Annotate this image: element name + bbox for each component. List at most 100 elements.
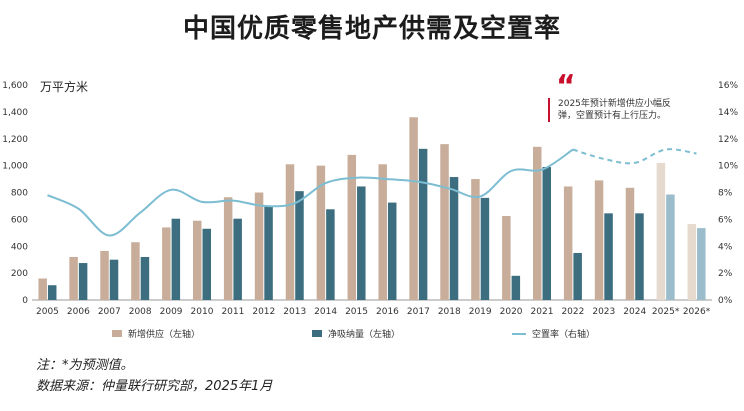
x-axis-tick-label: 2023 — [592, 307, 615, 317]
x-axis-tick-label: 2025* — [652, 307, 680, 317]
chart-title: 中国优质零售地产供需及空置率 — [182, 14, 561, 44]
left-axis-tick-label: 1,400 — [2, 108, 28, 118]
supply-bar — [594, 180, 604, 300]
legend-label-absorption: 净吸纳量（左轴） — [328, 330, 401, 340]
x-axis-tick-label: 2011 — [221, 307, 244, 317]
absorption-bar — [326, 209, 335, 300]
absorption-bar — [542, 166, 551, 300]
legend-swatch-absorption — [312, 330, 322, 337]
absorption-bar — [140, 257, 150, 300]
absorption-bar — [449, 177, 459, 300]
absorption-bar — [666, 194, 675, 300]
legend-item-absorption: 净吸纳量（左轴） — [312, 327, 400, 340]
x-axis-tick-label: 2024 — [623, 307, 646, 317]
x-axis-tick-label: 2020 — [500, 307, 523, 317]
left-axis-tick-label: 800 — [11, 189, 28, 199]
x-axis-tick-label: 2009 — [160, 307, 183, 317]
supply-bar — [625, 187, 635, 300]
right-axis-tick-label: 16% — [718, 81, 738, 91]
right-axis-tick-label: 12% — [718, 135, 738, 145]
x-axis-tick-label: 2014 — [314, 307, 337, 317]
supply-bar — [563, 186, 573, 300]
right-axis-tick-label: 6% — [718, 215, 733, 225]
absorption-bar — [202, 228, 211, 300]
supply-bar — [223, 197, 233, 300]
right-axis-tick-label: 0% — [718, 296, 733, 306]
absorption-bar — [78, 263, 88, 300]
supply-bar — [502, 216, 511, 300]
supply-bar — [193, 220, 202, 300]
absorption-bar — [635, 213, 644, 300]
supply-bar — [38, 278, 47, 300]
supply-bar — [347, 154, 357, 300]
supply-bar — [100, 250, 109, 300]
right-axis-tick-label: 8% — [718, 189, 733, 199]
legend-label-vacancy: 空置率（右轴） — [532, 330, 596, 340]
x-axis-tick-label: 2021 — [531, 307, 554, 317]
x-axis-tick-label: 2016 — [376, 307, 399, 317]
left-axis-unit-label: 万平方米 — [40, 80, 89, 94]
x-axis-tick-label: 2013 — [283, 307, 306, 317]
x-axis-tick-label: 2010 — [191, 307, 214, 317]
x-axis-tick-label: 2018 — [438, 307, 461, 317]
supply-bar — [471, 179, 480, 300]
quote-mark-icon: “ — [556, 69, 576, 104]
right-axis-tick-label: 2% — [718, 269, 733, 279]
supply-bar — [131, 242, 140, 300]
x-axis-tick-label: 2008 — [129, 307, 152, 317]
legend-swatch-supply — [112, 330, 122, 337]
legend-swatch-vacancy — [512, 332, 526, 335]
absorption-bar — [233, 218, 242, 300]
x-axis-tick-label: 2026* — [683, 307, 711, 317]
absorption-bar — [47, 285, 57, 300]
absorption-bar — [387, 202, 397, 300]
x-axis-tick-label: 2015 — [345, 307, 368, 317]
left-axis-tick-label: 200 — [11, 269, 28, 279]
supply-bar — [378, 164, 387, 300]
supply-bar — [69, 257, 78, 300]
left-axis-tick-label: 400 — [11, 242, 28, 252]
supply-bar — [440, 144, 449, 300]
supply-bar — [316, 165, 326, 300]
callout-text: 2025年预计新增供应小幅反弹，空置预计有上行压力。 — [548, 98, 688, 122]
x-axis-tick-label: 2006 — [67, 307, 90, 317]
left-axis-tick-label: 1,000 — [2, 162, 28, 172]
absorption-bar — [264, 205, 273, 300]
supply-bar — [162, 227, 171, 300]
vacancy-line-dashed — [572, 148, 697, 165]
left-axis-tick-label: 0 — [22, 296, 28, 306]
supply-bar — [656, 162, 666, 300]
absorption-bar — [109, 259, 119, 300]
absorption-bar — [295, 191, 304, 300]
supply-bar — [409, 117, 418, 300]
vacancy-line-actual — [47, 148, 574, 237]
left-axis-tick-label: 1,200 — [2, 135, 28, 145]
supply-bar — [254, 192, 264, 300]
x-axis-tick-label: 2012 — [252, 307, 275, 317]
absorption-bar — [573, 252, 582, 300]
supply-bar — [533, 146, 542, 300]
source-note: 数据来源：仲量联行研究部，2025年1月 — [36, 379, 273, 394]
legend-label-supply: 新增供应（左轴） — [128, 330, 201, 340]
absorption-bar — [171, 218, 181, 300]
legend-item-vacancy: 空置率（右轴） — [512, 327, 595, 340]
left-axis-tick-label: 1,600 — [2, 81, 28, 91]
x-axis-tick-label: 2022 — [561, 307, 584, 317]
absorption-bar — [480, 197, 490, 300]
x-axis-tick-label: 2005 — [36, 307, 59, 317]
supply-bar — [285, 164, 295, 300]
right-axis-tick-label: 14% — [718, 108, 738, 118]
absorption-bar — [697, 228, 706, 300]
right-axis-tick-label: 4% — [718, 242, 733, 252]
x-axis-tick-label: 2019 — [469, 307, 492, 317]
absorption-bar — [604, 213, 613, 300]
absorption-bar — [357, 186, 366, 300]
forecast-note: 注：*为预测值。 — [36, 358, 134, 373]
left-axis-tick-label: 600 — [11, 215, 28, 225]
legend-item-supply: 新增供应（左轴） — [112, 327, 200, 340]
absorption-bar — [511, 275, 521, 300]
absorption-bar — [418, 148, 428, 300]
x-axis-tick-label: 2007 — [98, 307, 121, 317]
x-axis-tick-label: 2017 — [407, 307, 430, 317]
